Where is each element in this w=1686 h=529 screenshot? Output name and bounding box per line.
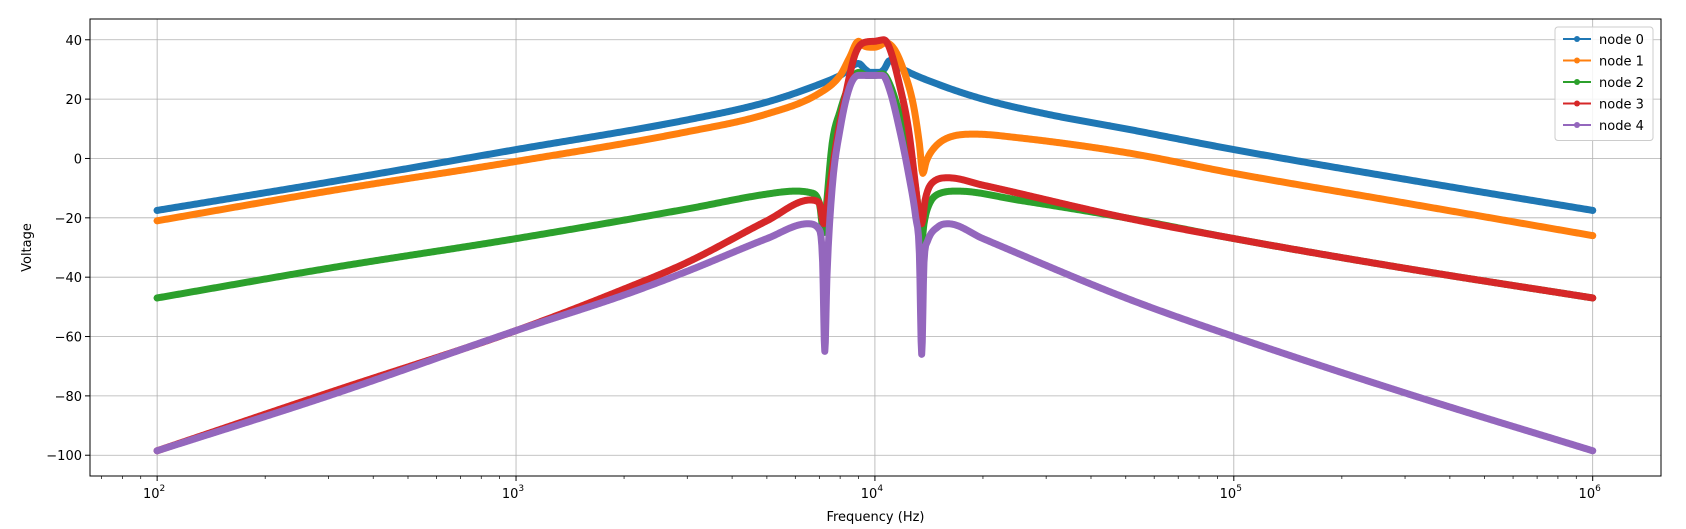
x-tick-label-base: 10 [143, 487, 160, 502]
y-tick-label-1: 20 [65, 93, 82, 108]
y-tick-label-2: 0 [74, 152, 82, 167]
legend-entry-0: node 0 [1599, 33, 1644, 48]
y-tick-label-0: 40 [65, 34, 82, 49]
series-point-0 [1589, 206, 1597, 214]
grid [90, 19, 1661, 476]
plot-frame [89, 18, 1662, 477]
y-tick-label-6: −80 [55, 390, 82, 405]
x-tick-label-exponent: 2 [160, 484, 166, 494]
series-point-2 [153, 294, 161, 302]
legend-marker-0 [1574, 36, 1580, 42]
series-point-1 [153, 217, 161, 225]
legend-box [1554, 26, 1654, 141]
legend-marker-4 [1574, 122, 1580, 128]
x-tick-label-3: 105 [1220, 484, 1242, 502]
x-tick-label-base: 10 [861, 487, 878, 502]
x-tick-label-exponent: 4 [877, 484, 883, 494]
series-point-1 [1589, 232, 1597, 240]
x-tick-label-base: 10 [1579, 487, 1596, 502]
x-tick-label-1: 103 [502, 484, 524, 502]
series-lines [153, 36, 1597, 455]
y-tick-label-3: −20 [55, 212, 82, 227]
series-point-0 [153, 206, 161, 214]
y-tick-label-5: −60 [55, 331, 82, 346]
series-line-1 [153, 37, 1597, 240]
legend-entry-4: node 4 [1599, 119, 1644, 134]
series-point-4 [153, 447, 161, 455]
legend-entry-2: node 2 [1599, 76, 1644, 91]
y-axis-ticks: 40 20 0 −20 −40 −60 −80 −100 [46, 34, 90, 464]
series-point-4 [1589, 447, 1597, 455]
legend-marker-1 [1574, 57, 1580, 64]
x-tick-label-exponent: 5 [1236, 484, 1242, 494]
legend: node 0 node 1 node 2 node 3 node 4 [1554, 26, 1654, 141]
y-tick-label-4: −40 [55, 271, 82, 286]
y-axis-label: Voltage [20, 223, 35, 272]
x-tick-label-exponent: 6 [1595, 484, 1601, 494]
x-tick-label-base: 10 [502, 487, 519, 502]
series-point-3 [1589, 294, 1597, 302]
legend-entry-3: node 3 [1599, 98, 1644, 113]
y-tick-label-7: −100 [46, 449, 82, 464]
x-axis-label: Frequency (Hz) [826, 510, 924, 525]
x-tick-label-base: 10 [1220, 487, 1237, 502]
legend-marker-2 [1574, 79, 1580, 85]
x-tick-label-4: 106 [1579, 484, 1602, 502]
x-tick-label-2: 104 [861, 484, 884, 502]
x-axis-ticks: 102 103 104 105 106 [101, 476, 1602, 502]
x-tick-label-0: 102 [143, 484, 165, 502]
legend-marker-3 [1574, 100, 1580, 107]
x-tick-label-exponent: 3 [518, 484, 524, 494]
series-line-4 [153, 71, 1597, 455]
legend-entry-1: node 1 [1599, 55, 1644, 70]
